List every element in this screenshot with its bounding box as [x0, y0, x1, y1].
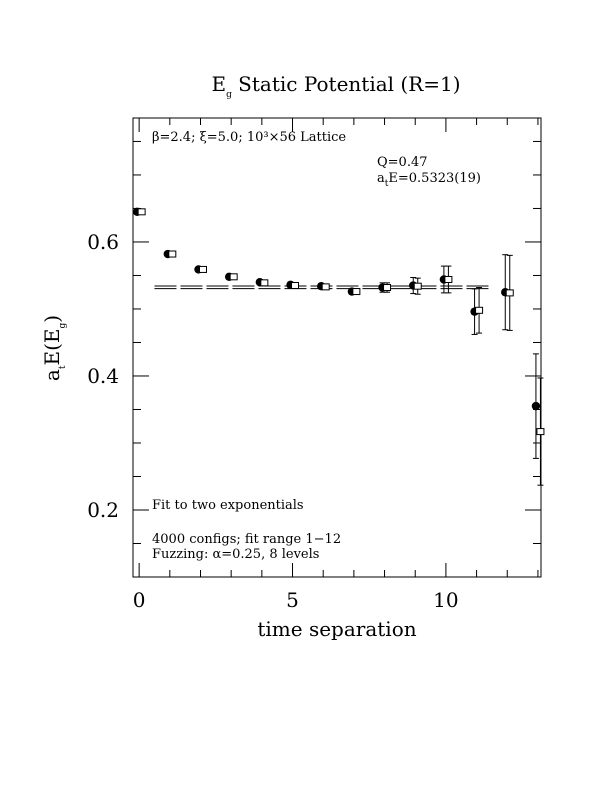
q-annotation: Q=0.47 — [377, 155, 428, 170]
data-point-square — [475, 306, 484, 314]
error-bars — [256, 254, 544, 486]
data-point-square — [505, 289, 514, 297]
y-tick-labels: 0.2 0.4 0.6 — [87, 230, 119, 522]
lattice-annotation: β=2.4; ξ=5.0; 10³×56 Lattice — [152, 130, 346, 145]
y-tick-label: 0.2 — [87, 498, 119, 522]
data-point-square — [383, 284, 392, 292]
x-tick-labels: 0 5 10 — [133, 588, 459, 612]
fit-energy-annotation: atE=0.5323(19) — [377, 171, 481, 189]
configs-annotation: 4000 configs; fit range 1−12 — [152, 532, 341, 547]
data-point-square — [260, 279, 269, 287]
data-point-square — [413, 282, 422, 290]
x-tick-label: 0 — [133, 588, 146, 612]
data-point-square — [229, 273, 238, 281]
data-point-square — [291, 282, 300, 290]
y-axis-label: atE(Eg) — [40, 315, 68, 381]
fuzzing-annotation: Fuzzing: α=0.25, 8 levels — [152, 547, 319, 562]
data-point-square — [536, 428, 545, 436]
y-tick-label: 0.4 — [87, 364, 119, 388]
plot-frame — [132, 117, 542, 578]
x-tick-label: 5 — [286, 588, 299, 612]
data-point-square — [137, 208, 146, 216]
x-tick-label: 10 — [433, 588, 458, 612]
data-markers — [132, 207, 545, 436]
fit-method-annotation: Fit to two exponentials — [152, 498, 304, 513]
x-axis-label: time separation — [257, 617, 416, 641]
data-point-square — [352, 288, 361, 296]
data-point-circle — [531, 401, 541, 411]
axis-ticks — [133, 118, 541, 578]
chart-title: Eg Static Potential (R=1) — [211, 72, 460, 100]
data-point-square — [168, 250, 177, 258]
data-point-square — [444, 275, 453, 283]
data-point-square — [198, 265, 207, 273]
data-point-square — [321, 283, 330, 291]
y-tick-label: 0.6 — [87, 230, 119, 254]
